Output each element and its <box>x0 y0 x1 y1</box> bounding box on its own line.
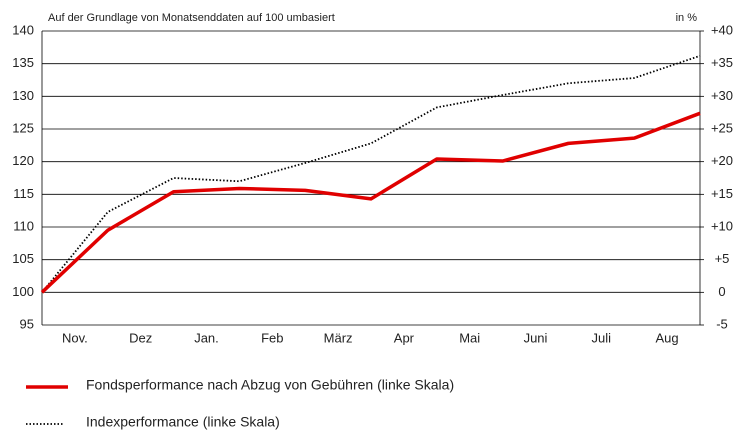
series-line <box>40 111 701 294</box>
y2-tick-label: +30 <box>711 88 733 103</box>
x-tick-label: Juni <box>524 330 548 345</box>
y2-tick-label: +35 <box>711 55 733 70</box>
y-tick-label: 110 <box>13 218 34 233</box>
x-tick-label: Aug <box>656 330 679 345</box>
y-tick-label: 115 <box>13 186 34 201</box>
y2-tick-label: +5 <box>715 251 730 266</box>
y2-axis-label: in % <box>676 12 698 24</box>
legend-label: Indexperformance (linke Skala) <box>86 414 280 430</box>
chart-subtitle: Auf der Grundlage von Monatsenddaten auf… <box>48 12 335 24</box>
series-line <box>41 54 701 293</box>
x-tick-label: Dez <box>129 330 152 345</box>
y-tick-label: 140 <box>12 22 34 37</box>
y2-tick-label: +40 <box>711 22 733 37</box>
x-tick-label: Apr <box>394 330 415 345</box>
y-tick-label: 125 <box>12 120 34 135</box>
y-tick-label: 130 <box>12 88 34 103</box>
y2-tick-label: +15 <box>711 186 733 201</box>
y-tick-label: 95 <box>20 316 34 331</box>
y2-tick-label: +20 <box>711 153 733 168</box>
x-tick-label: Mai <box>459 330 480 345</box>
y-tick-label: 100 <box>12 284 34 299</box>
x-tick-label: Feb <box>261 330 283 345</box>
x-tick-label: Nov. <box>62 330 88 345</box>
x-tick-label: Jan. <box>194 330 219 345</box>
x-tick-label: März <box>324 330 353 345</box>
y2-tick-label: 0 <box>718 284 725 299</box>
y2-tick-label: -5 <box>716 316 728 331</box>
y-tick-label: 120 <box>12 153 34 168</box>
legend-label: Fondsperformance nach Abzug von Gebühren… <box>86 377 454 393</box>
y2-tick-label: +10 <box>711 218 733 233</box>
y2-tick-label: +25 <box>711 120 733 135</box>
x-tick-label: Juli <box>592 330 612 345</box>
y-tick-label: 105 <box>12 251 34 266</box>
y-tick-label: 135 <box>12 55 34 70</box>
